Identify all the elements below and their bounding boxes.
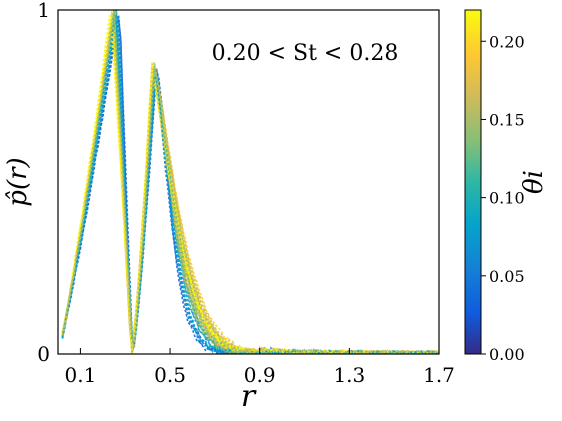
colorbar-tick-label: 0.10	[489, 189, 525, 208]
plot-frame	[57, 9, 440, 355]
colorbar-label: θi	[519, 170, 549, 194]
y-tick-label: 1	[37, 0, 50, 22]
series-line	[61, 17, 439, 354]
y-tick-label: 0	[37, 342, 50, 366]
colorbar-tick-label: 0.00	[489, 345, 525, 364]
y-axis-label: p̂(r)	[3, 157, 33, 206]
x-tick-label: 0.5	[154, 363, 186, 387]
x-axis-label: r	[241, 379, 257, 414]
x-tick-label: 1.7	[423, 363, 455, 387]
y-axis: 01	[37, 0, 64, 366]
st-range-annotation: 0.20 < St < 0.28	[212, 41, 399, 66]
x-tick-label: 1.3	[333, 363, 365, 387]
x-axis: 0.1 0.5 0.9 1.3 1.7	[65, 348, 455, 387]
colorbar-tick-label: 0.15	[489, 110, 525, 129]
colorbar-axis: 0.00 0.05 0.10 0.15 0.20	[481, 32, 525, 364]
x-tick-label: 0.1	[65, 363, 97, 387]
curves-layer	[61, 10, 439, 354]
colorbar-tick-label: 0.20	[489, 32, 525, 51]
x-tick-label: 0.9	[244, 363, 276, 387]
colorbar-tick-label: 0.05	[489, 267, 525, 286]
colorbar	[464, 9, 482, 355]
